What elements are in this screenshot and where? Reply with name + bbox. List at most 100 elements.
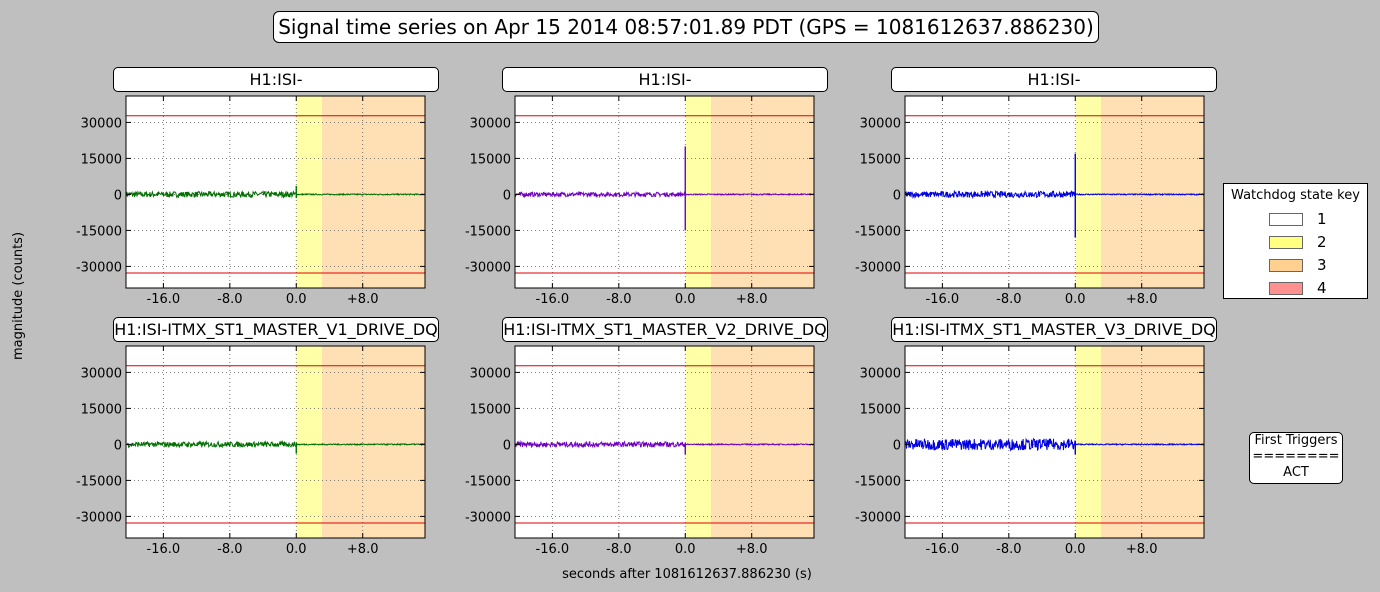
panel-5: -16.0 -8.0 0.0 +8.0 30000 15000 0 -15000 -30000 [855, 345, 1205, 557]
legend-title: Watchdog state key [1231, 188, 1360, 203]
x-tick-label: -8.0 [217, 292, 242, 307]
axes-frame [904, 345, 1205, 539]
y-tick-label: -15000 [76, 224, 122, 239]
watchdog-legend: Watchdog state key 1 2 3 4 [1223, 183, 1368, 299]
signal-trace [514, 439, 815, 449]
axes-frame [904, 95, 1205, 289]
signal-trace [125, 189, 426, 199]
y-tick-label: -30000 [465, 260, 511, 275]
legend-entry-1: 1 [1269, 210, 1349, 228]
y-tick-label: -15000 [855, 224, 901, 239]
panel-4: -16.0 -8.0 0.0 +8.0 30000 15000 0 -15000 -30000 [465, 345, 815, 557]
x-tick-label: -8.0 [996, 542, 1021, 557]
state-3-region [1101, 346, 1204, 538]
x-tick-label: 0.0 [675, 292, 696, 307]
x-axis-label: seconds after 1081612637.886230 (s) [562, 567, 812, 582]
x-tick-label: -16.0 [147, 542, 181, 557]
triggers-value: ACT [1283, 465, 1309, 480]
panel-0: -16.0 -8.0 0.0 +8.0 30000 15000 0 -15000 -30000 [76, 95, 426, 307]
figure-title: Signal time series on Apr 15 2014 08:57:… [273, 11, 1099, 43]
state-2-region [1075, 346, 1102, 538]
panel-title-v1: H1:ISI-ITMX_ST1_MASTER_V1_DRIVE_DQ [113, 317, 439, 342]
state-2-region [296, 96, 323, 288]
y-tick-label: 15000 [470, 152, 511, 167]
state-3-region [322, 346, 425, 538]
signal-trace [514, 190, 815, 199]
x-tick-label: -8.0 [606, 542, 631, 557]
y-tick-label: 30000 [860, 116, 901, 131]
x-tick-label: 0.0 [1065, 292, 1086, 307]
x-tick-label: -8.0 [606, 292, 631, 307]
x-tick-label: -16.0 [926, 292, 960, 307]
x-tick-label: +8.0 [736, 542, 768, 557]
x-tick-label: 0.0 [1065, 542, 1086, 557]
panel-title-v3: H1:ISI-ITMX_ST1_MASTER_V3_DRIVE_DQ [891, 317, 1217, 342]
legend-entry-3: 3 [1269, 256, 1349, 274]
panel-2: -16.0 -8.0 0.0 +8.0 30000 15000 0 -15000 -30000 [855, 95, 1205, 307]
legend-swatch-3 [1269, 259, 1303, 272]
axes-frame [125, 95, 426, 289]
state-2-region [1075, 96, 1102, 288]
signal-trace [904, 437, 1205, 452]
signal-trace [125, 439, 426, 449]
panel-title-v2: H1:ISI-ITMX_ST1_MASTER_V2_DRIVE_DQ [502, 317, 828, 342]
y-axis-label: magnitude (counts) [11, 231, 26, 361]
y-tick-label: 30000 [470, 116, 511, 131]
x-tick-label: -8.0 [996, 292, 1021, 307]
y-tick-label: -30000 [465, 510, 511, 525]
x-tick-label: -16.0 [147, 292, 181, 307]
legend-label-3: 3 [1317, 256, 1327, 274]
y-tick-label: -30000 [76, 510, 122, 525]
x-tick-label: -16.0 [536, 292, 570, 307]
legend-swatch-2 [1269, 236, 1303, 249]
state-3-region [322, 96, 425, 288]
legend-entry-2: 2 [1269, 233, 1349, 251]
axes-frame [514, 345, 815, 539]
y-tick-label: 0 [114, 188, 122, 203]
triggers-separator: ======== [1252, 449, 1340, 464]
y-tick-label: 0 [893, 438, 901, 453]
y-tick-label: -30000 [855, 510, 901, 525]
y-tick-label: 30000 [81, 366, 122, 381]
y-tick-label: 0 [893, 188, 901, 203]
x-tick-label: 0.0 [675, 542, 696, 557]
y-tick-label: 0 [503, 188, 511, 203]
y-tick-label: -30000 [76, 260, 122, 275]
axes-frame [514, 95, 815, 289]
x-tick-label: +8.0 [1126, 292, 1158, 307]
x-tick-label: +8.0 [347, 292, 379, 307]
legend-swatch-4 [1269, 282, 1303, 295]
state-2-region [685, 96, 712, 288]
state-2-region [685, 346, 712, 538]
y-tick-label: 15000 [81, 152, 122, 167]
y-tick-label: 15000 [860, 402, 901, 417]
legend-swatch-1 [1269, 213, 1303, 226]
x-tick-label: +8.0 [1126, 542, 1158, 557]
state-3-region [711, 96, 814, 288]
legend-label-2: 2 [1317, 233, 1327, 251]
legend-label-4: 4 [1317, 279, 1327, 297]
triggers-heading: First Triggers [1254, 433, 1338, 448]
y-tick-label: -15000 [855, 474, 901, 489]
x-tick-label: -8.0 [217, 542, 242, 557]
y-tick-label: 15000 [470, 402, 511, 417]
x-tick-label: 0.0 [286, 292, 307, 307]
y-tick-label: 15000 [860, 152, 901, 167]
x-tick-label: -16.0 [926, 542, 960, 557]
signal-trace [904, 189, 1205, 199]
panel-3: -16.0 -8.0 0.0 +8.0 30000 15000 0 -15000 -30000 [76, 345, 426, 557]
y-tick-label: 30000 [81, 116, 122, 131]
x-tick-label: +8.0 [736, 292, 768, 307]
y-tick-label: -15000 [465, 474, 511, 489]
y-tick-label: 0 [114, 438, 122, 453]
y-tick-label: 15000 [81, 402, 122, 417]
y-tick-label: 0 [503, 438, 511, 453]
panel-1: -16.0 -8.0 0.0 +8.0 30000 15000 0 -15000 -30000 [465, 95, 815, 307]
first-triggers-box: First Triggers ======== ACT [1249, 432, 1343, 484]
state-2-region [296, 346, 323, 538]
y-tick-label: -15000 [465, 224, 511, 239]
x-tick-label: +8.0 [347, 542, 379, 557]
axes-frame [125, 345, 426, 539]
legend-label-1: 1 [1317, 210, 1327, 228]
